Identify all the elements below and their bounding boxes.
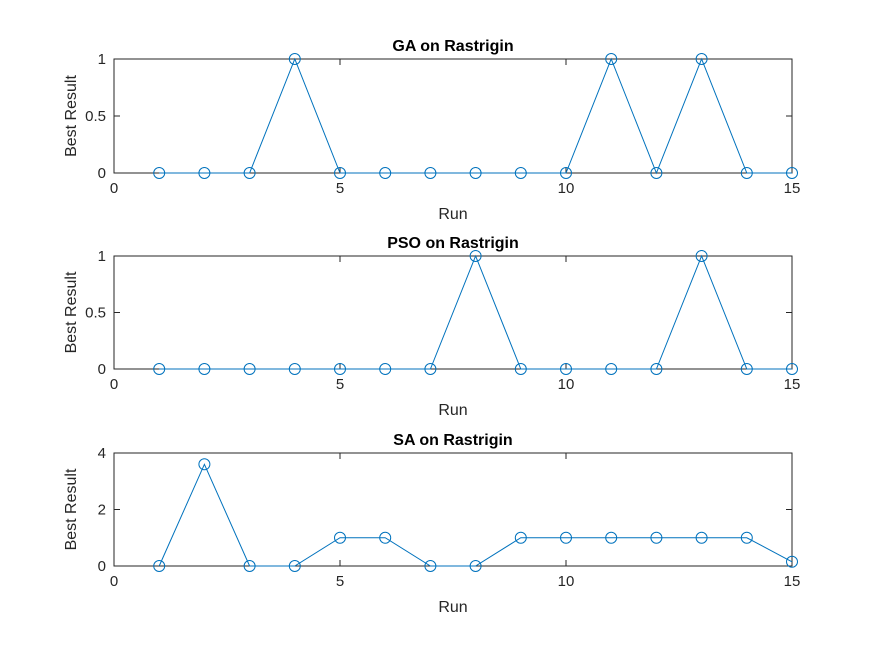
y-tick-label: 1	[98, 51, 106, 68]
axes-box	[113, 58, 793, 174]
data-point	[786, 363, 798, 375]
chart-panel-2: 0 5 10 15 0 0.5 1 PSO on Rastrigin Run Best Resul…	[63, 235, 800, 419]
chart-title: PSO on Rastrigin	[387, 235, 519, 252]
data-point	[469, 560, 482, 572]
x-tick-label: 10	[558, 180, 575, 197]
y-axis-label: Best Result	[63, 75, 80, 157]
data-point	[198, 363, 211, 375]
x-axis-label: Run	[438, 206, 467, 223]
y-tick-label: 4	[98, 445, 106, 462]
chart-panel-1: 0 5 10 15 0 0.5 1 GA on Rastrigin Run Best Result	[63, 38, 800, 223]
data-point	[786, 555, 798, 568]
y-tick-label: 0	[98, 361, 106, 378]
data-point	[786, 167, 798, 179]
data-point	[605, 363, 618, 375]
x-axis-label: Run	[438, 599, 467, 616]
x-tick-label: 5	[336, 573, 344, 590]
chart-title: GA on Rastrigin	[392, 38, 513, 55]
y-axis-label: Best Result	[63, 271, 80, 353]
data-point	[153, 363, 166, 375]
y-tick-label: 0.5	[85, 305, 106, 322]
data-point	[288, 53, 301, 65]
series-line	[159, 254, 792, 370]
x-tick-label: 0	[110, 376, 118, 393]
series-line	[158, 463, 793, 567]
data-point	[560, 167, 572, 179]
data-point	[650, 531, 663, 544]
data-point	[379, 531, 392, 544]
data-point	[514, 531, 527, 544]
x-tick-label: 5	[336, 180, 344, 197]
x-tick-label: 10	[558, 376, 575, 393]
x-tick-label: 15	[784, 180, 801, 197]
y-tick-label: 0	[98, 165, 106, 182]
y-axis-label: Best Result	[63, 468, 80, 550]
data-point	[695, 531, 708, 544]
chart-panel-3: 0 5 10 15 0 2 4 SA on Rastrigin Run Best Result	[63, 432, 800, 616]
data-point	[424, 363, 437, 375]
data-point	[288, 363, 301, 375]
data-point	[243, 167, 256, 179]
data-point	[379, 167, 392, 179]
y-tick-label: 0.5	[85, 108, 106, 125]
data-point	[560, 531, 572, 544]
data-point	[334, 167, 346, 179]
data-point	[243, 560, 256, 572]
data-point	[379, 363, 392, 375]
data-point	[695, 53, 708, 65]
y-tick-label: 2	[98, 502, 106, 519]
data-point	[288, 560, 301, 572]
data-point	[243, 363, 256, 375]
x-tick-label: 0	[110, 573, 118, 590]
data-point	[740, 531, 753, 544]
y-tick-label: 0	[98, 558, 106, 575]
data-point	[650, 363, 663, 375]
data-point	[740, 363, 753, 375]
data-point	[424, 560, 437, 572]
x-tick-label: 15	[784, 376, 801, 393]
x-tick-label: 10	[558, 573, 575, 590]
data-point	[469, 250, 482, 262]
data-point	[560, 363, 572, 375]
data-point	[424, 167, 437, 179]
chart-title: SA on Rastrigin	[393, 432, 512, 449]
x-tick-label: 15	[784, 573, 801, 590]
data-point	[198, 458, 211, 471]
x-axis-label: Run	[438, 402, 467, 419]
data-point	[153, 560, 166, 572]
data-point	[514, 363, 527, 375]
data-point	[334, 531, 346, 544]
data-point	[605, 531, 618, 544]
x-tick-label: 0	[110, 180, 118, 197]
data-point	[605, 53, 618, 65]
data-point	[650, 167, 663, 179]
data-point	[740, 167, 753, 179]
data-point	[153, 167, 166, 179]
x-tick-label: 5	[336, 376, 344, 393]
series-line	[159, 57, 792, 175]
data-point	[198, 167, 211, 179]
y-tick-label: 1	[98, 248, 106, 265]
data-point	[695, 250, 708, 262]
data-point	[469, 167, 482, 179]
axes-box	[113, 452, 793, 567]
data-point	[514, 167, 527, 179]
data-point	[334, 363, 346, 375]
